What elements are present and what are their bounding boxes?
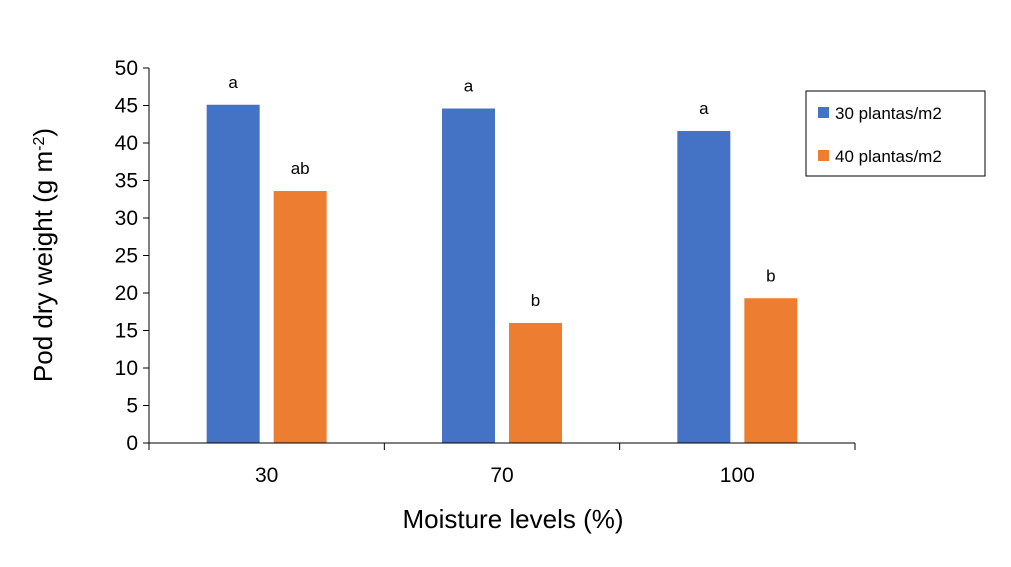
bar-series-2-30 [273, 191, 327, 443]
bar-label-series-1-100: a [699, 99, 709, 118]
y-axis-title: Pod dry weight (g m-2) [28, 128, 58, 382]
legend-box [805, 90, 986, 177]
y-tick-label: 25 [115, 245, 138, 268]
legend-label-series-2: 40 plantas/m2 [835, 147, 942, 166]
bar-label-series-2-100: b [766, 266, 775, 285]
x-axis-ticks: 30 70 100 [148, 443, 856, 487]
y-tick-label: 35 [115, 170, 138, 193]
bar-series-2-100 [744, 298, 798, 443]
bar-label-series-1-70: a [464, 77, 474, 96]
bar-series-1-30 [206, 104, 260, 443]
y-tick-label: 45 [115, 95, 138, 118]
y-axis-title-superscript: -2 [31, 137, 48, 151]
y-tick-label: 40 [115, 132, 138, 155]
x-tick-label: 70 [490, 464, 513, 487]
y-tick-label: 5 [126, 395, 138, 418]
y-tick-label: 30 [115, 207, 138, 230]
y-tick-label: 50 [115, 57, 138, 80]
x-tick-label: 30 [255, 464, 278, 487]
y-tick-label: 15 [115, 320, 138, 343]
legend-label-series-1: 30 plantas/m2 [835, 104, 942, 123]
y-axis-title-close: ) [28, 128, 58, 137]
bar-series-1-100 [677, 131, 731, 443]
bar-series-1-70 [442, 108, 495, 443]
bar-label-series-1-30: a [228, 73, 238, 92]
bar-series-2-70 [509, 323, 562, 443]
bar-label-series-2-30: ab [291, 159, 310, 178]
y-axis-title-main: Pod dry weight (g m [28, 151, 58, 382]
y-tick-label: 0 [126, 432, 138, 455]
x-tick-label: 100 [720, 464, 755, 487]
y-tick-label: 20 [115, 282, 138, 305]
y-tick-label: 10 [115, 357, 138, 380]
legend-swatch-series-2 [818, 150, 829, 161]
bars [206, 104, 798, 443]
x-axis-title: Moisture levels (%) [402, 504, 623, 534]
legend-swatch-series-1 [818, 107, 829, 118]
legend: 30 plantas/m2 40 plantas/m2 [805, 90, 986, 177]
y-axis-ticks: 0 5 10 15 20 25 30 35 40 45 50 [115, 57, 149, 455]
bar-label-series-2-70: b [531, 291, 540, 310]
